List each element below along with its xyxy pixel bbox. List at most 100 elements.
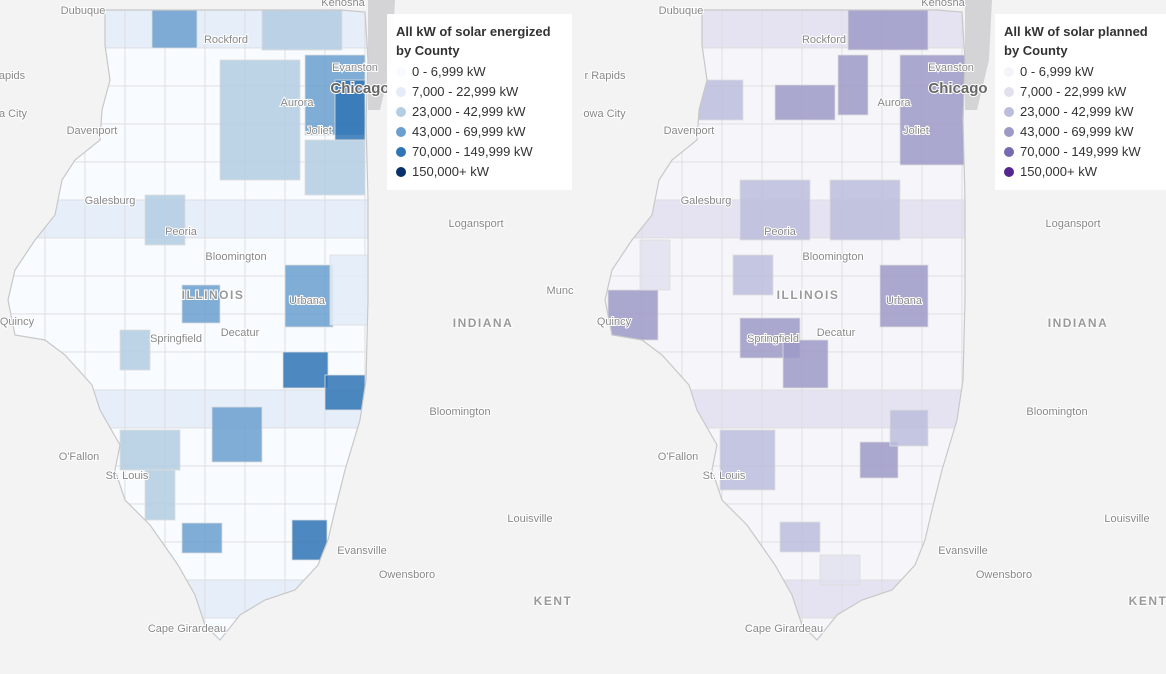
county: [244, 579, 286, 619]
legend-swatch: [1004, 167, 1014, 177]
county: [961, 351, 965, 391]
county: [291, 519, 328, 561]
county: [837, 54, 869, 116]
place-label: Logansport: [1045, 218, 1100, 230]
place-label: Dubuque: [61, 5, 106, 17]
legend-title: All kW of solar energized by County: [396, 24, 551, 58]
county: [879, 264, 929, 328]
place-label: Dubuque: [659, 5, 704, 17]
county: [204, 579, 246, 619]
legend-item: 43,000 - 69,999 kW: [396, 122, 563, 142]
place-label: Evanston: [332, 62, 378, 74]
county: [44, 503, 86, 543]
county: [721, 389, 763, 429]
county: [261, 10, 343, 51]
place-label: Kenosha: [321, 0, 365, 9]
county: [681, 313, 723, 353]
county: [681, 237, 723, 277]
county: [761, 579, 803, 619]
county: [84, 85, 126, 125]
county: [84, 199, 126, 239]
county: [324, 579, 366, 619]
legend-swatch: [1004, 67, 1014, 77]
county: [921, 617, 963, 640]
county: [847, 10, 929, 51]
legend-swatch: [396, 127, 406, 137]
county: [8, 503, 46, 543]
county: [124, 389, 166, 429]
county: [761, 389, 803, 429]
county: [605, 503, 643, 543]
county: [605, 541, 643, 581]
place-label: Urbana: [289, 295, 326, 307]
county: [721, 503, 763, 543]
county: [605, 237, 643, 277]
legend-label: 7,000 - 22,999 kW: [1020, 84, 1127, 99]
county: [324, 374, 366, 411]
county: [219, 59, 301, 181]
county: [84, 237, 126, 277]
county: [124, 541, 166, 581]
county: [164, 85, 206, 125]
place-label: Munc: [547, 285, 574, 297]
county: [641, 503, 683, 543]
county: [324, 199, 366, 239]
county: [324, 617, 366, 640]
place-label: Aurora: [877, 97, 911, 109]
county: [801, 465, 843, 505]
county: [681, 541, 723, 581]
state-illinois: [7, 9, 369, 641]
legend-item: 23,000 - 42,999 kW: [396, 102, 563, 122]
county: [244, 617, 286, 640]
legend-swatch: [1004, 87, 1014, 97]
legend-label: 150,000+ kW: [412, 164, 489, 179]
county: [961, 199, 965, 239]
illinois-border: [604, 9, 966, 641]
place-label: Logansport: [448, 218, 503, 230]
place-label: Louisville: [507, 513, 552, 525]
county: [801, 123, 843, 163]
place-label: Decatur: [221, 327, 260, 339]
county: [641, 85, 683, 125]
county: [921, 237, 963, 277]
county: [899, 54, 965, 166]
county: [961, 503, 965, 543]
place-label: KENT: [1129, 594, 1166, 608]
county: [605, 389, 643, 429]
legend-swatch: [396, 107, 406, 117]
place-label: a City: [0, 108, 28, 120]
legend-item: 43,000 - 69,999 kW: [1004, 122, 1166, 142]
place-label: Davenport: [664, 125, 715, 137]
place-label: apids: [0, 70, 26, 82]
place-label: Cape Girardeau: [745, 623, 823, 635]
lake-michigan: [965, 0, 992, 110]
county: [782, 339, 829, 389]
legend-item: 7,000 - 22,999 kW: [1004, 82, 1166, 102]
legend-label: 0 - 6,999 kW: [412, 64, 486, 79]
place-label: INDIANA: [453, 316, 514, 330]
place-label: Springfield: [150, 333, 202, 345]
place-label: Springfield: [747, 333, 799, 345]
place-label: Rockford: [204, 34, 248, 46]
county: [119, 329, 151, 371]
county: [961, 313, 965, 353]
county: [889, 409, 929, 447]
place-label: Bloomington: [1026, 406, 1087, 418]
county: [8, 123, 46, 163]
county: [961, 579, 965, 619]
county: [921, 313, 963, 353]
county: [605, 123, 643, 163]
county: [204, 465, 246, 505]
county: [334, 79, 366, 141]
county: [641, 161, 683, 201]
legend-label: 43,000 - 69,999 kW: [1020, 124, 1134, 139]
county: [721, 123, 763, 163]
county: [681, 161, 723, 201]
counties: [8, 10, 368, 640]
county: [801, 579, 843, 619]
county: [774, 84, 836, 121]
place-label: Peoria: [165, 226, 198, 238]
place-label: St. Louis: [703, 470, 746, 482]
place-label: Davenport: [67, 125, 118, 137]
county: [44, 47, 86, 87]
